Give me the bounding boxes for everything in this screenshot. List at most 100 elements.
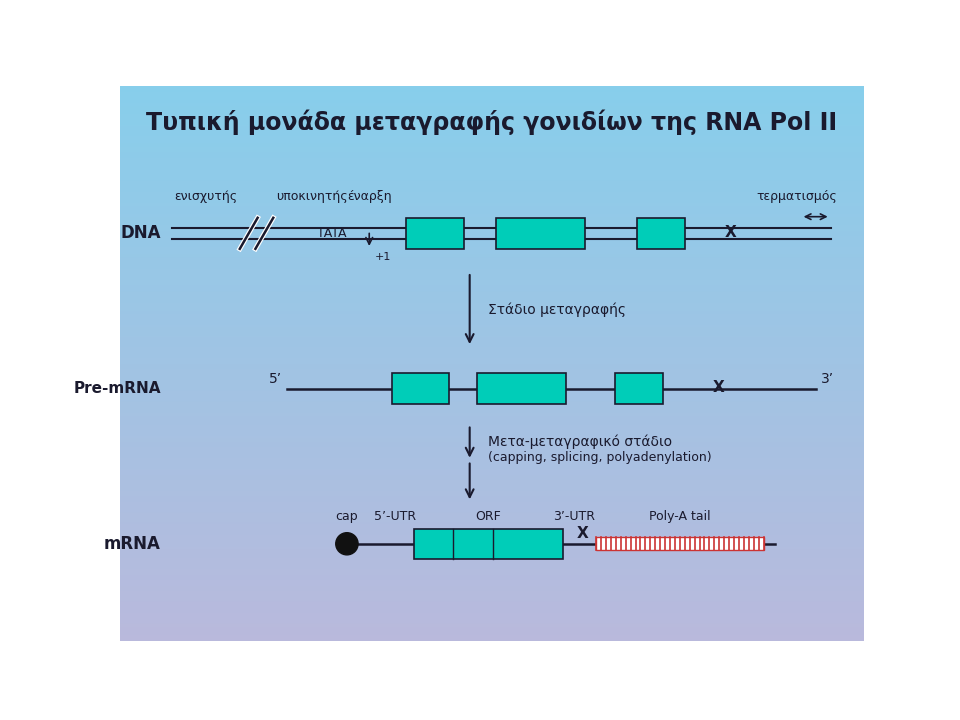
Bar [120, 493, 864, 495]
Text: +1: +1 [374, 251, 391, 261]
Ellipse shape [336, 533, 358, 555]
Bar [120, 426, 864, 428]
Text: ενισχυτής: ενισχυτής [174, 190, 237, 203]
Bar [120, 169, 864, 171]
Bar [120, 478, 864, 480]
Bar [120, 511, 864, 513]
Bar [120, 585, 864, 588]
Text: 3’-UTR: 3’-UTR [553, 510, 595, 523]
Bar [120, 145, 864, 148]
Bar [120, 377, 864, 379]
Bar [120, 105, 864, 107]
Bar [120, 421, 864, 423]
Bar [120, 149, 864, 151]
Bar [120, 136, 864, 138]
Bar [120, 539, 864, 541]
Bar [120, 268, 864, 269]
Bar [120, 526, 864, 528]
Bar [120, 364, 864, 366]
Bar [120, 484, 864, 485]
Bar [120, 192, 864, 194]
Bar [120, 310, 864, 312]
Bar [120, 327, 864, 328]
Bar [120, 415, 864, 417]
Bar [120, 332, 864, 334]
Bar [120, 500, 864, 503]
Bar [120, 464, 864, 465]
Bar [120, 345, 864, 347]
Bar [120, 120, 864, 122]
Bar [120, 611, 864, 613]
Bar [120, 188, 864, 190]
Bar [120, 286, 864, 288]
Bar [120, 103, 864, 105]
Bar [120, 155, 864, 157]
Bar [120, 210, 864, 212]
Bar [120, 506, 864, 508]
Bar [120, 358, 864, 360]
Bar [120, 465, 864, 467]
Bar [120, 264, 864, 266]
Bar [120, 247, 864, 249]
Bar [120, 615, 864, 617]
Bar [120, 395, 864, 397]
Text: cap: cap [336, 510, 358, 523]
Text: τερματισμός: τερματισμός [756, 190, 837, 203]
Bar [120, 89, 864, 90]
Bar [596, 537, 763, 550]
Bar [120, 225, 864, 227]
Bar [120, 125, 864, 127]
Bar [120, 543, 864, 545]
Text: 3’: 3’ [821, 372, 834, 386]
Bar [120, 92, 864, 94]
Bar [120, 443, 864, 445]
Bar [120, 361, 864, 364]
Bar [120, 624, 864, 626]
Bar [120, 472, 864, 474]
Bar [120, 608, 864, 609]
Bar [392, 373, 449, 404]
Bar [120, 387, 864, 390]
Bar [120, 262, 864, 264]
Bar [120, 135, 864, 136]
Bar [120, 412, 864, 413]
Bar [120, 477, 864, 478]
Bar [120, 269, 864, 271]
Bar [120, 595, 864, 596]
Bar [120, 384, 864, 386]
Bar [120, 504, 864, 506]
Bar [120, 306, 864, 308]
Bar [120, 510, 864, 511]
Bar [120, 144, 864, 145]
Bar [120, 343, 864, 345]
Bar [120, 96, 864, 97]
Bar [120, 400, 864, 402]
Bar [120, 567, 864, 569]
Bar [120, 406, 864, 408]
Text: X: X [577, 526, 588, 541]
Bar [120, 276, 864, 279]
Bar [120, 578, 864, 580]
Bar [120, 321, 864, 323]
Bar [120, 353, 864, 354]
Bar [120, 312, 864, 314]
Bar [120, 240, 864, 242]
Bar [120, 190, 864, 192]
Bar [120, 515, 864, 517]
Bar [120, 380, 864, 382]
Bar [120, 195, 864, 197]
Bar [120, 580, 864, 582]
Bar [120, 227, 864, 229]
Bar [120, 348, 864, 351]
Bar [477, 373, 566, 404]
Bar [120, 338, 864, 340]
Bar [120, 236, 864, 238]
Bar [120, 284, 864, 286]
Bar [120, 153, 864, 155]
Bar [120, 490, 864, 491]
Bar [120, 583, 864, 585]
Bar [120, 417, 864, 419]
Bar [120, 602, 864, 604]
Bar [120, 598, 864, 600]
Bar [406, 218, 464, 248]
